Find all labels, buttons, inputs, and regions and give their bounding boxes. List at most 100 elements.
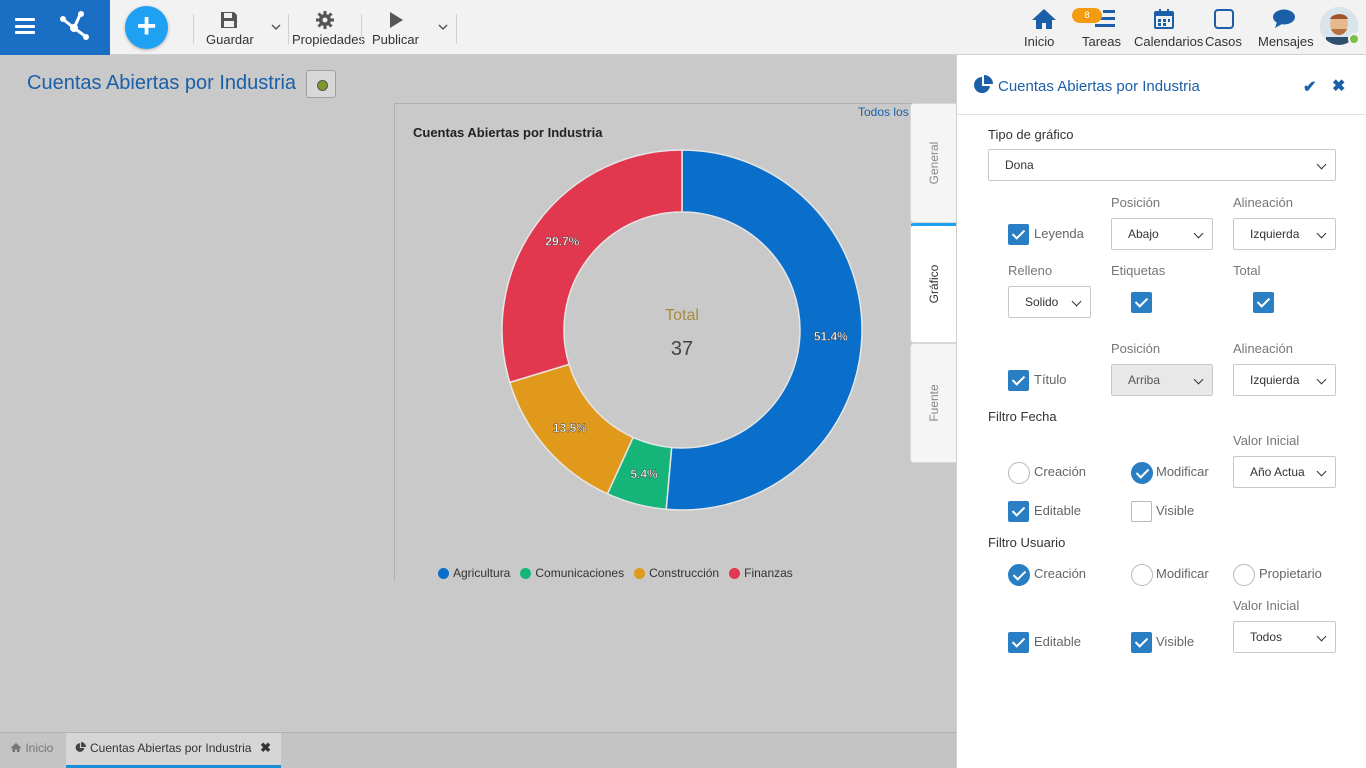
app-logo-icon[interactable] xyxy=(56,8,92,44)
user-modify-radio[interactable] xyxy=(1131,564,1153,586)
fill-select[interactable]: Solido xyxy=(1008,286,1091,318)
user-visible-checkbox[interactable] xyxy=(1131,632,1152,653)
chart-legend: Agricultura Comunicaciones Construcción Fin… xyxy=(438,566,803,580)
save-label: Guardar xyxy=(206,32,254,47)
chart-title: Cuentas Abiertas por Industria xyxy=(413,125,603,140)
user-initial-value-label: Valor Inicial xyxy=(1233,598,1300,613)
date-editable-label: Editable xyxy=(1034,503,1081,518)
bottom-tab-bar: Inicio Cuentas Abiertas por Industria ✖ xyxy=(0,732,956,768)
chart-card xyxy=(394,103,914,581)
user-initial-value-select[interactable]: Todos xyxy=(1233,621,1336,653)
nav-home-label: Inicio xyxy=(1024,34,1055,49)
save-dropdown-chevron-icon[interactable] xyxy=(271,22,281,32)
donut-slice-agricultura[interactable] xyxy=(665,149,863,511)
legend-alignment-label: Alineación xyxy=(1233,195,1293,210)
legend-position-label: Posición xyxy=(1111,195,1161,210)
donut-slice-finanzas[interactable] xyxy=(501,149,683,384)
toolbar-separator xyxy=(288,14,289,44)
toolbar-separator xyxy=(361,14,362,44)
legend-item-finanzas[interactable]: Finanzas xyxy=(729,566,793,580)
cases-square-icon xyxy=(1214,9,1234,29)
bottom-tab-document[interactable]: Cuentas Abiertas por Industria ✖ xyxy=(66,733,281,768)
close-icon[interactable]: ✖ xyxy=(1332,78,1346,95)
date-initial-value-label: Valor Inicial xyxy=(1233,433,1300,448)
tags-checkbox[interactable] xyxy=(1131,292,1152,313)
date-filter-label: Filtro Fecha xyxy=(988,409,1057,424)
tab-fuente-label: Fuente xyxy=(927,384,941,422)
user-editable-checkbox[interactable] xyxy=(1008,632,1029,653)
publish-button[interactable]: Publicar xyxy=(372,8,420,47)
bottom-tab-document-label: Cuentas Abiertas por Industria xyxy=(90,741,252,755)
date-modify-radio[interactable] xyxy=(1131,462,1153,484)
user-creation-radio[interactable] xyxy=(1008,564,1030,586)
legend-dot xyxy=(729,567,741,579)
legend-item-agricultura[interactable]: Agricultura xyxy=(438,566,510,580)
title-position-select[interactable]: Arriba xyxy=(1111,364,1213,396)
confirm-check-icon[interactable]: ✔ xyxy=(1303,79,1317,96)
floppy-icon xyxy=(221,12,237,28)
nav-cases[interactable]: Casos xyxy=(1205,6,1243,49)
hamburger-menu-icon[interactable] xyxy=(15,18,35,34)
nav-messages[interactable]: Mensajes xyxy=(1258,6,1314,49)
tab-general-label: General xyxy=(927,141,941,185)
save-button[interactable]: Guardar xyxy=(206,8,254,47)
properties-button[interactable]: Propiedades xyxy=(292,8,365,47)
legend-item-comunicaciones[interactable]: Comunicaciones xyxy=(520,566,624,580)
date-modify-label: Modificar xyxy=(1156,464,1209,479)
add-button[interactable]: + xyxy=(125,6,168,49)
user-filter-label: Filtro Usuario xyxy=(988,535,1066,550)
tab-general[interactable]: General xyxy=(910,103,957,223)
chart-type-select[interactable]: Dona xyxy=(988,149,1336,181)
nav-home[interactable]: Inicio xyxy=(1024,6,1064,49)
chart-type-label: Tipo de gráfico xyxy=(988,127,1074,142)
pie-chart-icon xyxy=(974,75,993,93)
tab-fuente[interactable]: Fuente xyxy=(910,343,957,463)
properties-panel: Cuentas Abiertas por Industria ✔ ✖ Tipo … xyxy=(956,55,1366,768)
status-toggle-button[interactable] xyxy=(306,70,336,98)
calendar-icon xyxy=(1154,9,1174,29)
publish-dropdown-chevron-icon[interactable] xyxy=(438,22,448,32)
date-creation-radio[interactable] xyxy=(1008,462,1030,484)
nav-tasks[interactable]: Tareas xyxy=(1082,6,1126,49)
legend-item-construcción[interactable]: Construcción xyxy=(634,566,719,580)
panel-header: Cuentas Abiertas por Industria ✔ ✖ xyxy=(957,55,1366,115)
chart-total-value: 37 xyxy=(671,338,693,360)
tab-grafico[interactable]: Gráfico xyxy=(910,223,957,343)
nav-calendars[interactable]: Calendarios xyxy=(1134,6,1203,49)
date-creation-label: Creación xyxy=(1034,464,1087,479)
user-visible-label: Visible xyxy=(1156,634,1195,649)
date-visible-checkbox[interactable] xyxy=(1131,501,1152,522)
close-tab-icon[interactable]: ✖ xyxy=(260,740,271,755)
nav-messages-label: Mensajes xyxy=(1258,34,1314,49)
pie-chart-icon xyxy=(75,742,86,752)
legend-label: Leyenda xyxy=(1034,226,1084,241)
user-owner-label: Propietario xyxy=(1259,566,1322,581)
user-owner-radio[interactable] xyxy=(1233,564,1255,586)
page-title: Cuentas Abiertas por Industria xyxy=(27,72,297,94)
date-editable-checkbox[interactable] xyxy=(1008,501,1029,522)
top-bar: + Guardar Propiedades Publicar Inicio Ta… xyxy=(0,0,1366,55)
legend-label: Comunicaciones xyxy=(535,566,625,580)
donut-slice-label: 13.5% xyxy=(553,421,587,435)
date-initial-value-select[interactable]: Año Actua xyxy=(1233,456,1336,488)
legend-position-select[interactable]: Abajo xyxy=(1111,218,1213,250)
toolbar-separator xyxy=(456,14,457,44)
title-checkbox[interactable] xyxy=(1008,370,1029,391)
online-status-dot xyxy=(1348,33,1360,45)
bottom-tab-home[interactable]: Inicio xyxy=(0,733,66,768)
user-editable-label: Editable xyxy=(1034,634,1081,649)
donut-slice-label: 51.4% xyxy=(814,330,848,344)
menu-block xyxy=(0,0,110,55)
title-alignment-select[interactable]: Izquierda xyxy=(1233,364,1336,396)
fill-label: Relleno xyxy=(1008,263,1053,278)
legend-checkbox[interactable] xyxy=(1008,224,1029,245)
toolbar-separator xyxy=(193,14,194,44)
tasks-list-icon xyxy=(1095,10,1115,27)
total-label: Total xyxy=(1233,263,1261,278)
nav-cases-label: Casos xyxy=(1205,34,1242,49)
legend-alignment-select[interactable]: Izquierda xyxy=(1233,218,1336,250)
user-modify-label: Modificar xyxy=(1156,566,1209,581)
donut-slice-label: 5.4% xyxy=(630,467,658,481)
todos-link[interactable]: Todos los xyxy=(858,105,909,119)
total-checkbox[interactable] xyxy=(1253,292,1274,313)
